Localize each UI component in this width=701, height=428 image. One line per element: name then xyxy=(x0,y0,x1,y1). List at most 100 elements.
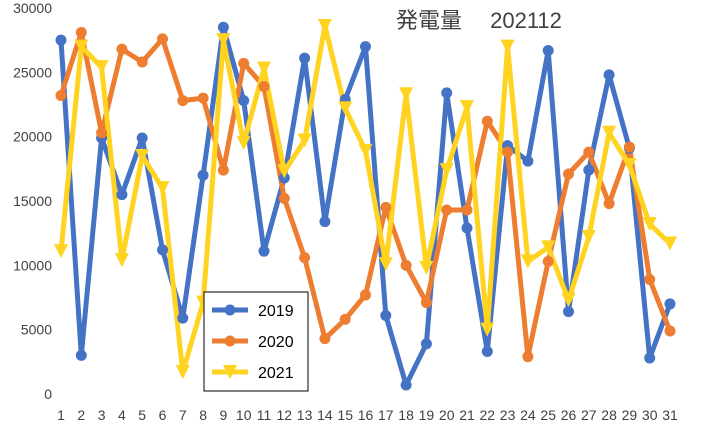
data-point-2021 xyxy=(338,101,353,116)
data-point-2019 xyxy=(157,244,168,256)
x-tick-label: 8 xyxy=(199,407,207,423)
data-point-2020 xyxy=(461,204,473,216)
x-tick-label: 15 xyxy=(337,407,353,423)
x-tick-label: 22 xyxy=(480,407,496,423)
x-tick-label: 12 xyxy=(277,407,293,423)
data-point-2020 xyxy=(55,89,67,101)
x-tick-label: 17 xyxy=(378,407,394,423)
x-tick-label: 19 xyxy=(419,407,435,423)
x-tick-label: 5 xyxy=(138,407,146,423)
data-point-2021 xyxy=(155,181,170,196)
y-tick-label: 0 xyxy=(44,386,52,402)
data-point-2019 xyxy=(258,245,270,257)
x-tick-label: 3 xyxy=(98,407,106,423)
data-point-2020 xyxy=(481,115,493,127)
y-tick-label: 15000 xyxy=(13,193,52,209)
data-point-2020 xyxy=(441,204,453,216)
x-tick-label: 23 xyxy=(500,407,516,423)
x-tick-label: 10 xyxy=(236,407,252,423)
data-point-2019 xyxy=(217,21,229,33)
data-point-2021 xyxy=(216,33,231,48)
data-point-2020 xyxy=(380,201,392,213)
x-tick-label: 14 xyxy=(317,407,333,423)
data-point-2021 xyxy=(419,260,434,275)
data-point-2021 xyxy=(480,322,495,337)
x-tick-label: 7 xyxy=(179,407,187,423)
data-point-2020 xyxy=(278,192,290,204)
data-point-2021 xyxy=(500,39,515,54)
data-point-2021 xyxy=(622,157,637,172)
data-point-2020 xyxy=(522,351,534,363)
data-point-2021 xyxy=(257,61,271,76)
x-tick-label: 26 xyxy=(561,407,577,423)
x-tick-label: 6 xyxy=(159,407,167,423)
data-point-2021 xyxy=(541,240,556,255)
data-point-2021 xyxy=(460,100,474,115)
data-point-2019 xyxy=(664,298,676,310)
data-point-2020 xyxy=(75,26,87,38)
x-tick-label: 27 xyxy=(581,407,597,423)
data-point-2019 xyxy=(319,216,331,228)
data-point-2020 xyxy=(177,95,189,107)
data-point-2019 xyxy=(461,222,473,234)
x-tick-label: 9 xyxy=(220,407,228,423)
data-point-2019 xyxy=(55,34,67,46)
data-point-2020 xyxy=(339,313,351,325)
data-point-2021 xyxy=(94,60,109,75)
data-point-2019 xyxy=(481,346,493,358)
data-point-2021 xyxy=(114,253,129,268)
y-tick-label: 20000 xyxy=(13,129,52,145)
data-point-2021 xyxy=(581,230,596,245)
legend-swatch-marker xyxy=(223,365,237,379)
data-point-2021 xyxy=(399,87,414,102)
data-point-2020 xyxy=(197,92,209,104)
x-tick-label: 30 xyxy=(642,407,658,423)
y-tick-label: 5000 xyxy=(21,322,52,338)
data-point-2021 xyxy=(358,143,373,158)
data-point-2020 xyxy=(583,146,595,158)
data-point-2020 xyxy=(360,289,371,301)
x-axis-ticks: 1 2 3 4 5 6 7 8 9 10 11 12 13 14 15 16 17 18 19 20 21 22 23 24 2… xyxy=(57,407,678,423)
data-point-2019 xyxy=(75,349,87,361)
x-tick-label: 24 xyxy=(520,407,536,423)
data-point-2021 xyxy=(297,133,312,148)
data-point-2021 xyxy=(439,163,454,178)
data-point-2020 xyxy=(238,57,250,69)
series-lines xyxy=(58,23,673,388)
data-point-2020 xyxy=(603,198,615,210)
y-tick-label: 25000 xyxy=(13,64,52,80)
data-point-2020 xyxy=(299,252,311,264)
x-tick-label: 11 xyxy=(257,407,272,423)
legend: 2019 2020 2021 xyxy=(203,291,309,392)
x-tick-label: 13 xyxy=(297,407,313,423)
data-point-2019 xyxy=(197,169,209,181)
x-tick-label: 1 xyxy=(57,407,65,423)
data-point-2019 xyxy=(380,310,392,322)
data-point-2020 xyxy=(400,259,412,271)
data-point-2020 xyxy=(319,333,331,345)
data-point-2019 xyxy=(603,69,615,81)
data-point-2020 xyxy=(664,325,676,337)
x-tick-label: 2 xyxy=(77,407,85,423)
series-line-2019 xyxy=(58,24,673,388)
data-point-2020 xyxy=(502,146,514,158)
x-tick-label: 18 xyxy=(398,407,414,423)
data-point-2020 xyxy=(136,56,148,68)
data-point-2021 xyxy=(520,254,535,269)
data-point-2019 xyxy=(441,87,453,99)
data-point-2019 xyxy=(360,41,371,53)
x-tick-label: 29 xyxy=(622,407,638,423)
data-point-2021 xyxy=(175,365,190,380)
data-point-2020 xyxy=(542,255,554,267)
legend-swatch-marker xyxy=(224,335,236,347)
data-point-2021 xyxy=(54,244,68,259)
data-point-2020 xyxy=(420,297,432,309)
data-point-2021 xyxy=(317,19,332,34)
x-tick-label: 20 xyxy=(439,407,455,423)
data-point-2020 xyxy=(157,33,168,45)
series-markers xyxy=(54,19,677,391)
data-point-2019 xyxy=(136,132,148,144)
data-point-2019 xyxy=(583,164,595,176)
x-tick-label: 4 xyxy=(118,407,126,423)
data-point-2020 xyxy=(644,273,656,285)
